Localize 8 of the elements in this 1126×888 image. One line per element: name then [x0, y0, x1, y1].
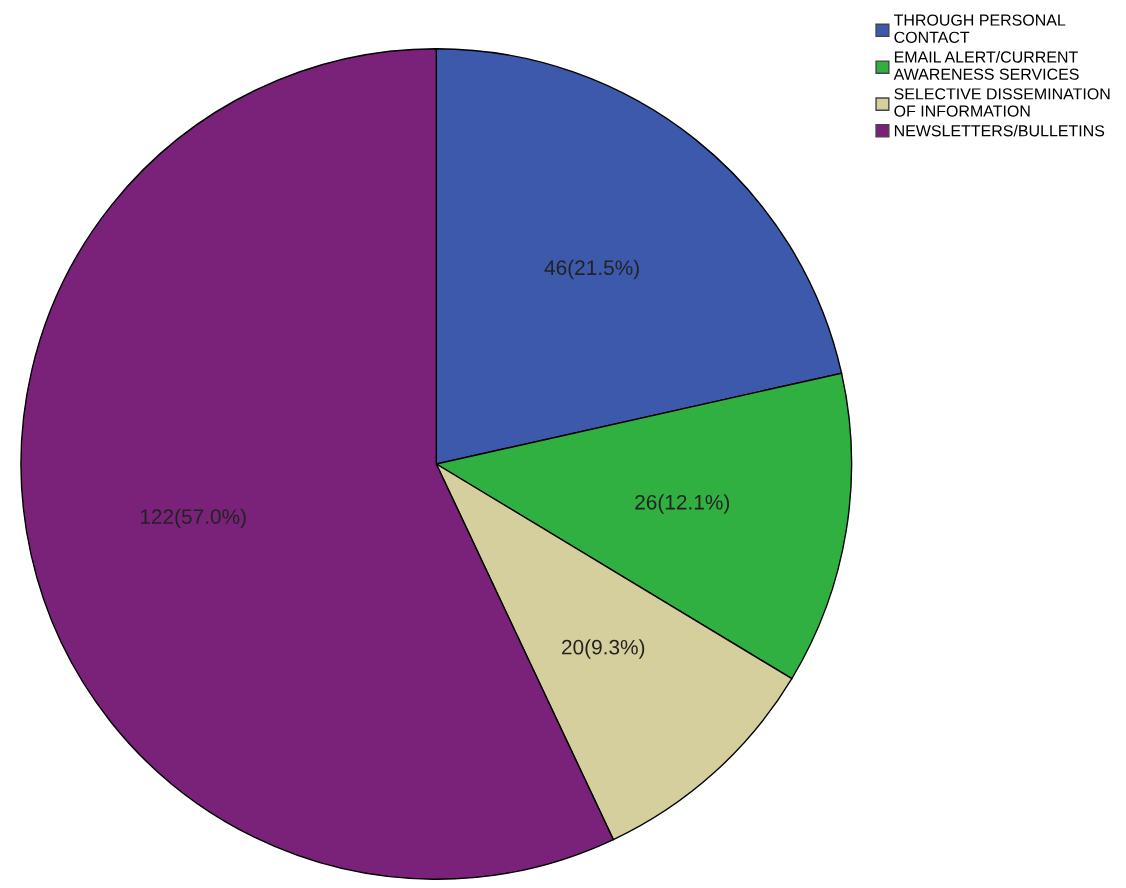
legend-label: NEWSLETTERS/BULLETINS — [894, 124, 1105, 137]
data-label: 20(9.3%) — [562, 639, 645, 659]
data-label: 122(57.0%) — [140, 508, 246, 529]
data-label: 26(12.1%) — [635, 494, 730, 514]
legend-label: THROUGH PERSONAL CONTACT — [893, 14, 1066, 43]
legend-label: EMAIL ALERT/CURRENT AWARENESS SERVICES — [893, 50, 1079, 80]
data-label: 46(21.5%) — [544, 259, 639, 280]
legend-label: SELECTIVE DISSEMINATION OF INFORMATION — [894, 88, 1110, 117]
